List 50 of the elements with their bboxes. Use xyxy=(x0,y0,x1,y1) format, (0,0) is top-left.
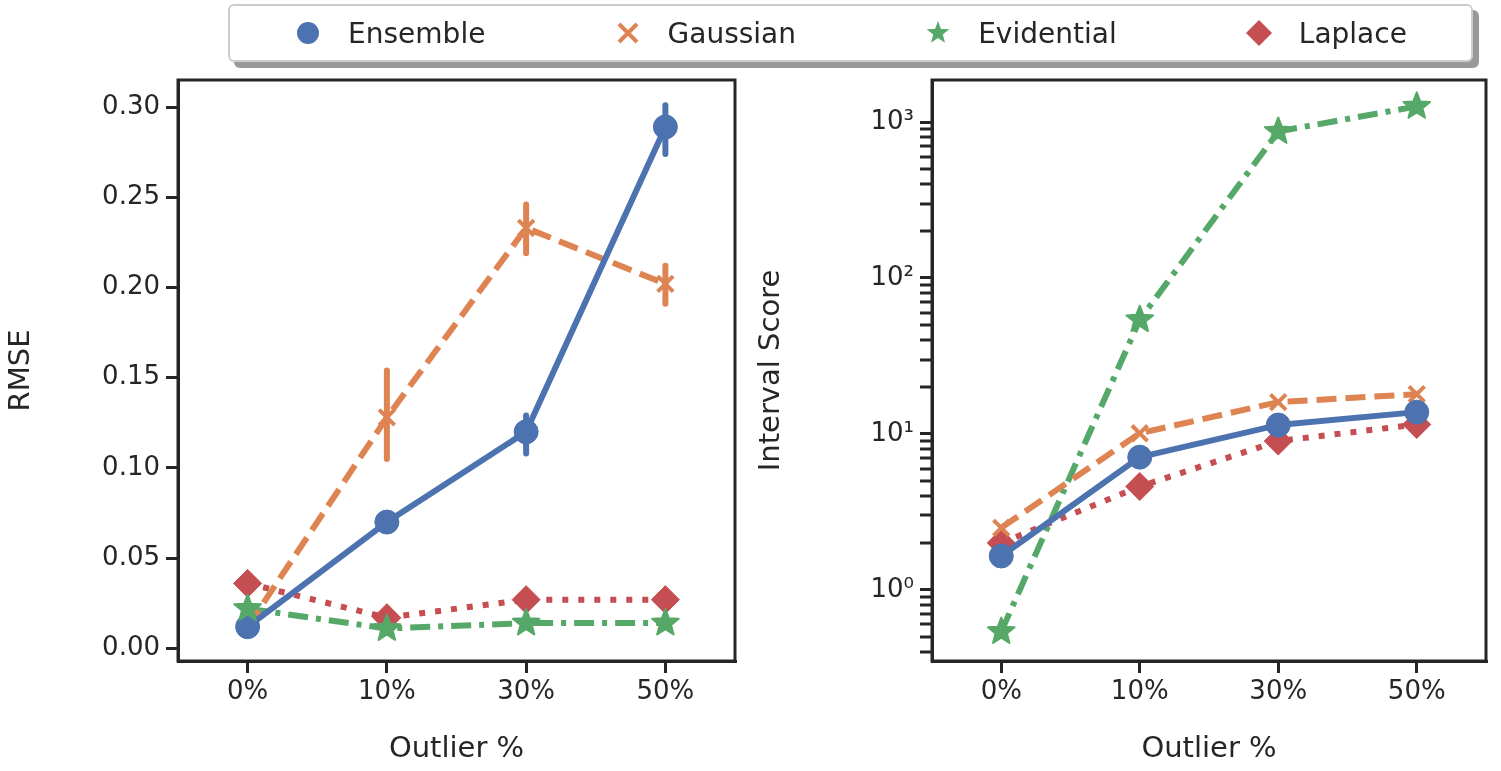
point xyxy=(988,543,1014,569)
point xyxy=(1268,392,1289,412)
y-tick-label: 0.15 xyxy=(102,360,160,391)
y-tick-label: 10⁰ xyxy=(870,572,914,603)
y-tick-label: 10³ xyxy=(870,104,914,135)
point xyxy=(511,585,541,615)
point xyxy=(516,218,536,238)
x-tick-label: 30% xyxy=(497,675,556,706)
point xyxy=(1125,472,1155,502)
point xyxy=(1406,384,1427,404)
y-axis-title: Interval Score xyxy=(751,269,786,472)
point xyxy=(651,608,680,636)
y-tick-label: 0.30 xyxy=(102,89,160,120)
y-tick-label: 0.20 xyxy=(102,270,160,301)
point xyxy=(991,518,1012,538)
y-axis-title: RMSE xyxy=(1,329,36,412)
point xyxy=(1404,399,1430,425)
x-tick-label: 0% xyxy=(980,675,1022,706)
legend-label: Ensemble xyxy=(348,16,486,50)
y-tick-label: 0.10 xyxy=(102,450,160,481)
point xyxy=(374,509,400,535)
legend-label: Gaussian xyxy=(667,16,797,50)
point xyxy=(1129,423,1150,444)
point xyxy=(655,274,676,294)
y-tick-label: 10¹ xyxy=(870,416,914,447)
legend-label: Evidential xyxy=(978,16,1117,50)
y-tick-label: 10² xyxy=(870,260,914,291)
point xyxy=(1263,116,1293,144)
y-tick-label: 0.00 xyxy=(102,631,160,662)
x-tick-label: 50% xyxy=(1387,675,1446,706)
point xyxy=(233,593,262,621)
point xyxy=(1265,412,1291,438)
x-axis-title: Outlier % xyxy=(1141,730,1277,765)
point xyxy=(511,608,541,636)
point xyxy=(1127,444,1153,470)
x-axis-title: Outlier % xyxy=(388,730,525,765)
y-tick-label: 0.05 xyxy=(102,540,160,571)
point xyxy=(377,407,397,428)
x-tick-label: 0% xyxy=(227,675,269,706)
legend-label: Laplace xyxy=(1298,16,1407,50)
x-tick-label: 10% xyxy=(357,675,416,706)
y-tick-label: 0.25 xyxy=(102,180,160,211)
point xyxy=(233,568,263,598)
x-tick-label: 50% xyxy=(636,675,695,706)
point xyxy=(1402,91,1432,119)
point xyxy=(650,585,680,615)
x-tick-label: 10% xyxy=(1110,675,1169,706)
point xyxy=(372,613,402,641)
point xyxy=(1125,304,1155,333)
x-tick-label: 30% xyxy=(1249,675,1308,706)
